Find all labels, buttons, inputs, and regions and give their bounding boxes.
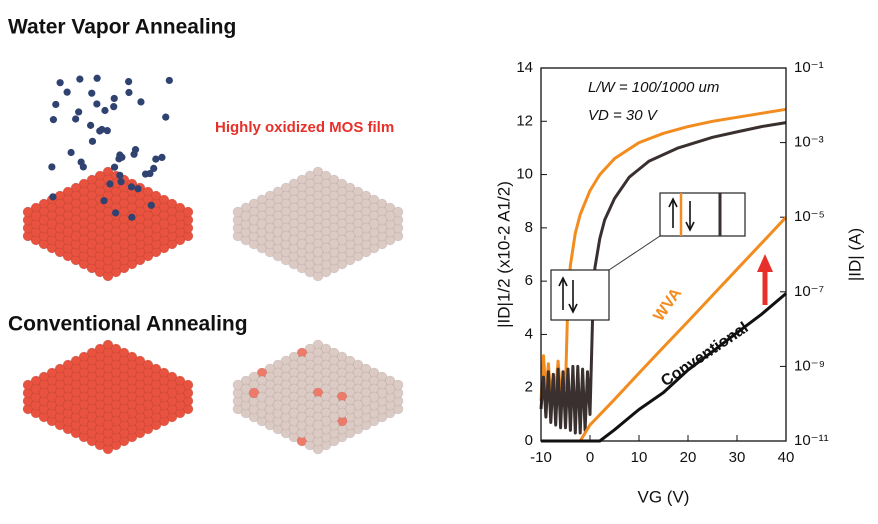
y-tick-label: 12: [516, 112, 533, 129]
atom: [102, 246, 114, 258]
y-tick-label: 10: [516, 166, 533, 183]
water-molecule: [128, 213, 136, 221]
water-molecule: [72, 115, 80, 123]
water-molecule: [75, 108, 83, 116]
water-molecule: [48, 163, 56, 171]
y-tick-label: 4: [525, 325, 533, 342]
illustration: [22, 74, 404, 455]
water-molecule: [56, 79, 64, 87]
inset-arrow: [558, 276, 568, 287]
y2-tick-label: 10⁻⁵: [794, 208, 825, 225]
water-molecule: [87, 121, 95, 129]
water-molecule: [110, 94, 118, 103]
water-molecule: [49, 193, 57, 201]
water-molecule: [93, 100, 101, 108]
plot: -10 0 10 20 30 400246810121410⁻¹¹10⁻⁹10⁻⁷10⁻⁵…: [494, 59, 864, 507]
x-tick-label: 40: [778, 449, 795, 466]
water-molecule: [131, 146, 140, 154]
water-molecule: [106, 180, 114, 188]
y2-tick-label: 10⁻¹¹: [794, 432, 829, 449]
water-molecule: [101, 106, 109, 115]
water-molecule: [147, 201, 155, 209]
water-molecule: [127, 183, 136, 191]
y-tick-label: 2: [525, 379, 533, 396]
atom: [312, 419, 324, 431]
water-molecule: [125, 77, 133, 86]
water-molecule: [63, 88, 71, 96]
water-molecule: [125, 88, 133, 97]
inset-arrow: [685, 221, 695, 232]
inset-arrow: [568, 303, 578, 314]
water-molecule: [98, 125, 106, 134]
water-molecule: [110, 163, 119, 171]
water-molecule: [165, 76, 173, 85]
x-tick-label: 0: [586, 449, 594, 466]
water-molecule: [118, 153, 126, 161]
annotation: L/W = 100/1000 um: [588, 79, 719, 96]
data-line: [539, 121, 787, 435]
x-tick-label: 20: [680, 449, 697, 466]
top-title: Water Vapor Annealing: [8, 16, 236, 39]
water-molecule: [134, 185, 142, 193]
series-label: Conventional: [658, 319, 752, 390]
x-axis-label: VG (V): [638, 487, 690, 506]
y2-tick-label: 10⁻³: [794, 134, 824, 151]
water-molecule: [76, 75, 84, 83]
water-molecule: [117, 178, 125, 186]
y2-tick-label: 10⁻⁷: [794, 283, 824, 300]
water-molecule: [137, 98, 145, 106]
series-label: WVA: [650, 285, 685, 325]
water-molecule: [158, 153, 166, 162]
x-tick-label: -10: [530, 449, 552, 466]
water-molecule: [162, 113, 170, 121]
water-molecule: [152, 155, 160, 163]
x-tick-label: 30: [729, 449, 746, 466]
y-tick-label: 0: [525, 432, 533, 449]
water-molecule: [110, 103, 118, 111]
y-axis-label: |ID|1/2 (x10-2 A1/2): [494, 181, 513, 328]
y-tick-label: 6: [525, 272, 533, 289]
water-molecule: [150, 164, 158, 172]
atom: [102, 419, 114, 431]
plot-frame: [540, 67, 787, 442]
water-molecule: [93, 74, 101, 82]
y-tick-label: 8: [525, 219, 533, 236]
water-molecule: [52, 100, 60, 109]
water-molecule: [146, 169, 154, 178]
x-tick-label: 10: [631, 449, 648, 466]
y2-tick-label: 10⁻⁹: [794, 357, 825, 374]
y2-tick-label: 10⁻¹: [794, 59, 824, 76]
shift-arrow: [757, 254, 773, 272]
inset-arrow: [668, 197, 678, 208]
film-label: Highly oxidized MOS film: [215, 119, 394, 136]
y-tick-label: 14: [516, 59, 533, 76]
y2-axis-label: |ID| (A): [845, 228, 864, 281]
connector: [608, 235, 661, 271]
annotation: VD = 30 V: [588, 107, 659, 124]
water-molecule: [116, 171, 124, 179]
water-molecule: [112, 209, 120, 217]
water-molecule: [103, 127, 111, 135]
inset-box: [550, 269, 610, 321]
water-molecule: [100, 197, 108, 205]
water-molecule: [88, 89, 96, 97]
atom: [312, 246, 324, 258]
bottom-title: Conventional Annealing: [8, 313, 248, 336]
water-molecule: [88, 137, 97, 145]
water-molecule: [49, 116, 58, 124]
water-molecule: [67, 148, 75, 157]
water-molecule: [79, 163, 87, 171]
